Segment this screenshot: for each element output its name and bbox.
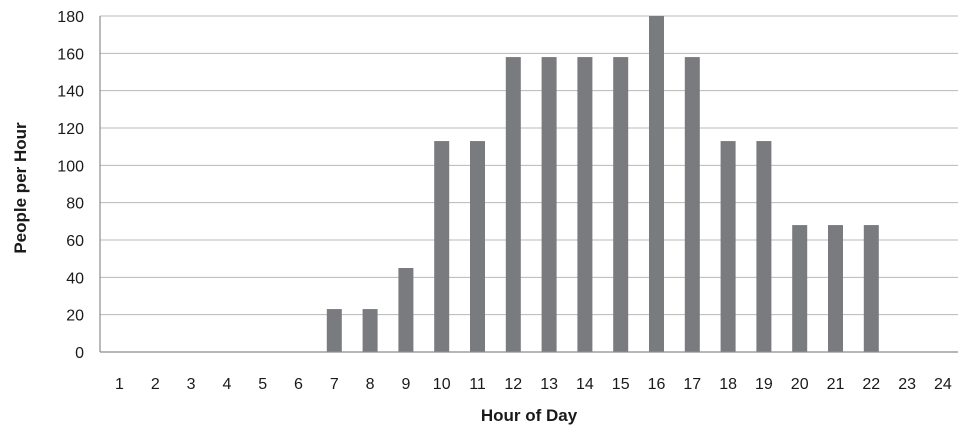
gridlines: [100, 15, 958, 316]
x-tick-label: 14: [576, 376, 594, 393]
y-tick-label: 100: [57, 158, 84, 175]
x-tick-label: 17: [683, 376, 701, 393]
x-tick-label: 6: [294, 376, 303, 393]
x-tick-label: 22: [862, 376, 880, 393]
x-tick-label: 1: [115, 376, 124, 393]
x-tick-label: 10: [433, 376, 451, 393]
x-tick-label: 12: [504, 376, 522, 393]
y-tick-label: 180: [57, 9, 84, 26]
bar-hour-7: [326, 309, 342, 352]
bar-hour-17: [684, 57, 700, 353]
x-tick-label: 2: [151, 376, 160, 393]
bar-hour-11: [470, 141, 485, 352]
x-tick-label: 8: [366, 376, 375, 393]
x-tick-label: 20: [791, 376, 809, 393]
x-tick-label: 13: [540, 376, 558, 393]
x-axis-title: Hour of Day: [481, 406, 578, 425]
x-tick-label: 16: [648, 376, 666, 393]
x-tick-label: 21: [827, 376, 845, 393]
y-tick-label: 120: [57, 121, 84, 138]
x-tick-label: 11: [469, 376, 486, 393]
bar-hour-22: [863, 225, 879, 352]
bar-hour-18: [720, 141, 736, 352]
y-tick-labels: 0 20 40 60 80 100 120 140 160 180: [57, 9, 84, 362]
bar-hour-12: [505, 57, 521, 353]
x-tick-label: 18: [719, 376, 737, 393]
bars: [326, 16, 879, 353]
x-tick-label: 3: [187, 376, 196, 393]
bar-hour-21: [828, 225, 843, 352]
bar-hour-16: [649, 16, 664, 352]
bar-hour-10: [434, 141, 450, 352]
y-tick-label: 60: [66, 233, 84, 250]
y-tick-label: 20: [66, 308, 84, 325]
y-axis-title: People per Hour: [11, 122, 30, 254]
x-tick-labels: 1 2 3 4 5 6 7 8 9 10 11 12 13 14 15 16 17 18 19 20 21 22 23 24: [115, 376, 952, 393]
bar-hour-19: [756, 141, 772, 352]
bar-hour-14: [577, 57, 593, 353]
y-tick-label: 160: [57, 46, 84, 63]
y-tick-label: 0: [75, 345, 84, 362]
y-tick-label: 40: [66, 270, 84, 287]
x-tick-label: 24: [934, 376, 952, 393]
x-tick-label: 5: [258, 376, 267, 393]
x-tick-label: 7: [330, 376, 339, 393]
axes: [99, 16, 958, 353]
bar-hour-20: [792, 225, 808, 352]
x-tick-label: 19: [755, 376, 773, 393]
bar-hour-13: [541, 57, 557, 353]
x-tick-label: 4: [222, 376, 231, 393]
y-tick-label: 80: [66, 196, 84, 213]
bar-hour-8: [362, 309, 378, 352]
x-tick-label: 9: [401, 376, 410, 393]
bar-hour-15: [613, 57, 629, 353]
bar-hour-9: [398, 268, 414, 352]
x-tick-label: 15: [612, 376, 630, 393]
y-tick-label: 140: [57, 84, 84, 101]
x-tick-label: 23: [898, 376, 916, 393]
